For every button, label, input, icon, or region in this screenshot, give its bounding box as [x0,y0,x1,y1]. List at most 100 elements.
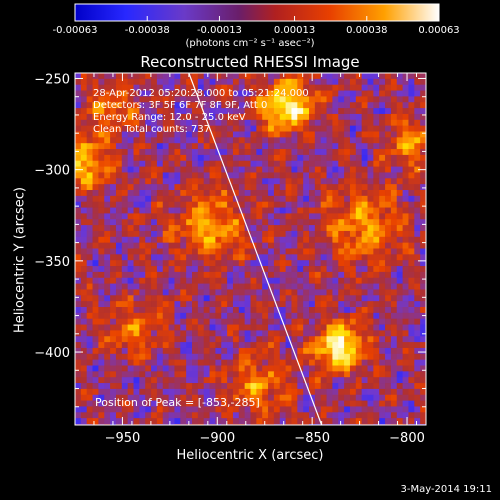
colorbar-ticks: -0.00063 -0.00038 -0.00013 0.00013 0.00038 0.… [53,16,460,36]
heatmap-cell [402,172,409,179]
heatmap-cell [168,277,175,284]
heatmap-cell [80,78,88,86]
heatmap-cell [127,359,134,366]
heatmap-cell [221,365,228,372]
heatmap-cell [139,336,146,343]
heatmap-cell [192,406,199,413]
heatmap-cell [174,184,181,191]
heatmap-cell [390,289,398,296]
heatmap-cell [314,418,322,425]
heatmap-cell [408,371,415,378]
heatmap-cell [373,242,380,249]
heatmap-cell [75,225,82,232]
heatmap-cell [180,113,187,121]
heatmap-cell [221,307,228,314]
heatmap-cell [180,149,187,156]
heatmap-cell [227,388,234,396]
heatmap-cell [344,137,351,144]
heatmap-cell [273,394,281,401]
heatmap-cell [309,347,316,355]
heatmap-cell [92,125,99,132]
heatmap-cell [379,207,386,214]
heatmap-cell [361,406,368,413]
heatmap-cell [215,347,222,355]
heatmap-cell [297,207,304,214]
heatmap-cell [273,143,281,150]
heatmap-cell [209,307,216,314]
heatmap-cell [145,137,152,144]
heatmap-cell [268,184,275,191]
heatmap-cell [349,230,357,238]
heatmap-cell [145,84,152,91]
heatmap-cell [238,184,246,191]
heatmap-cell [279,412,286,419]
heatmap-cell [180,307,187,314]
heatmap-cell [151,160,158,167]
heatmap-cell [408,365,415,372]
heatmap-cell [180,108,187,115]
heatmap-cell [168,108,175,115]
heatmap-cell [197,248,205,255]
heatmap-cell [332,412,339,419]
heatmap-cell [291,102,298,109]
heatmap-cell [408,394,415,401]
heatmap-cell [139,236,146,244]
heatmap-cell [273,119,281,127]
heatmap-cell [344,131,351,138]
heatmap-cell [232,406,240,413]
heatmap-cell [390,166,398,173]
heatmap-cell [80,412,88,419]
heatmap-cell [98,307,105,314]
heatmap-cell [273,400,281,407]
heatmap-cell [414,324,421,331]
heatmap-cell [396,359,403,366]
heatmap-cell [92,172,99,179]
heatmap-cell [75,143,82,150]
heatmap-cell [268,225,275,232]
heatmap-cell [297,96,304,103]
heatmap-cell [250,178,257,185]
heatmap-cell [314,318,322,325]
heatmap-cell [426,266,432,272]
heatmap-cell [297,178,304,185]
heatmap-cell [303,113,310,121]
heatmap-cell [174,412,181,419]
heatmap-cell [379,365,386,372]
heatmap-cell [279,377,286,384]
heatmap-cell [414,108,421,115]
heatmap-cell [250,277,257,284]
heatmap-cell [326,394,333,401]
heatmap-cell [250,271,257,279]
heatmap-cell [414,330,421,337]
heatmap-cell [221,90,228,97]
heatmap-cell [367,213,374,220]
heatmap-cell [268,113,275,121]
heatmap-cell [326,73,333,80]
heatmap-cell [426,219,432,225]
heatmap-cell [408,277,415,284]
heatmap-cell [262,113,269,121]
heatmap-cell [221,102,228,109]
heatmap-cell [262,353,269,361]
heatmap-cell [162,113,169,121]
heatmap-cell [151,359,158,366]
heatmap-cell [180,172,187,179]
heatmap-cell [115,201,123,208]
heatmap-cell [80,342,88,349]
heatmap-cell [215,260,222,267]
heatmap-cell [86,172,93,179]
heatmap-cell [390,394,398,401]
heatmap-cell [238,353,246,361]
heatmap-cell [232,307,240,314]
heatmap-cell [227,154,234,162]
heatmap-cell [414,248,421,255]
heatmap-cell [361,383,368,390]
heatmap-cell [110,324,117,331]
heatmap-cell [215,230,222,238]
heatmap-cell [320,283,327,290]
heatmap-cell [344,271,351,279]
heatmap-cell [121,225,129,232]
heatmap-cell [244,365,251,372]
heatmap-cell [86,289,93,296]
heatmap-cell [92,260,99,267]
